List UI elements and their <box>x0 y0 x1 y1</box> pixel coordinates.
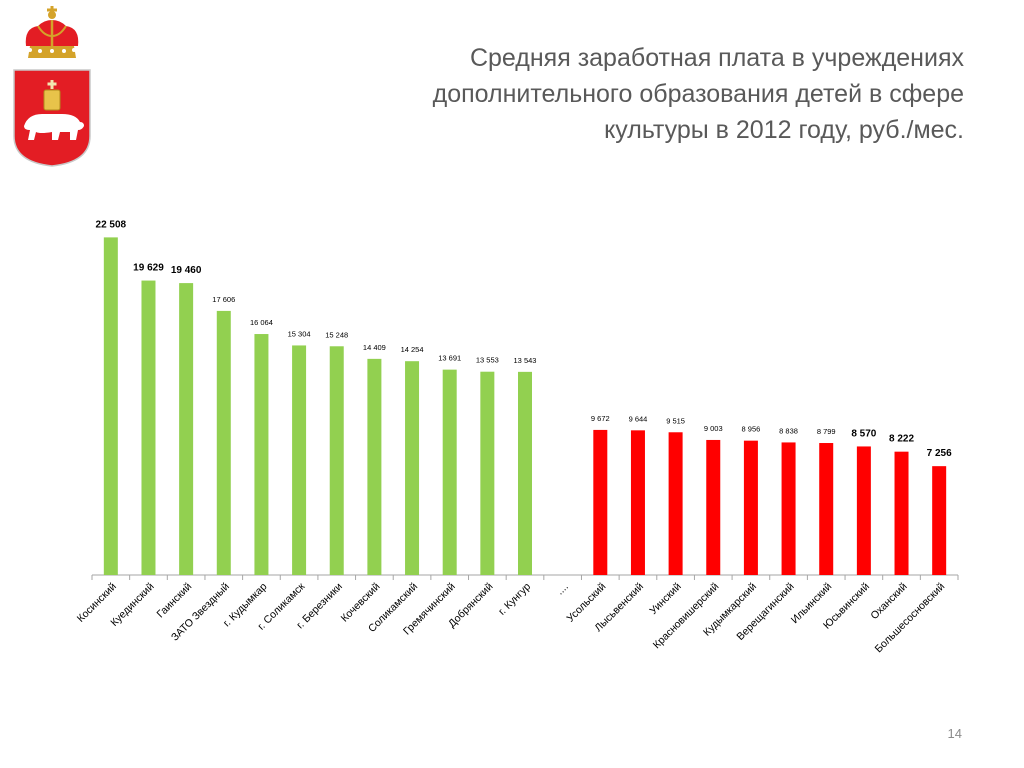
bar <box>894 451 909 575</box>
data-label: 19 460 <box>171 265 202 276</box>
bar <box>141 280 156 575</box>
bar <box>668 432 683 575</box>
data-label: 13 553 <box>476 356 499 365</box>
bar <box>179 283 194 575</box>
bar <box>405 361 420 575</box>
data-label: 8 799 <box>817 427 836 436</box>
data-label: 9 672 <box>591 414 610 423</box>
category-label: Большесосновский <box>873 581 948 656</box>
data-label: 16 064 <box>250 318 273 327</box>
data-label: 9 644 <box>629 414 648 423</box>
data-label: 15 248 <box>325 330 348 339</box>
data-label: 8 838 <box>779 426 798 435</box>
bar <box>518 371 532 575</box>
bar <box>480 371 495 575</box>
bar <box>292 345 307 575</box>
bar <box>367 358 382 575</box>
bar <box>103 237 118 575</box>
data-label: 9 003 <box>704 424 723 433</box>
data-label: 17 606 <box>212 295 235 304</box>
category-label: Красновишерский <box>651 581 722 652</box>
bar <box>593 429 608 575</box>
category-label: г. Кунгур <box>496 581 533 618</box>
category-label: Уинский <box>647 581 683 617</box>
data-label: 9 515 <box>666 416 685 425</box>
data-label: 15 304 <box>288 329 311 338</box>
data-label: 8 570 <box>851 428 876 439</box>
bar <box>442 369 457 575</box>
data-label: 19 629 <box>133 263 164 274</box>
bar <box>856 446 871 575</box>
bar <box>216 310 231 575</box>
data-label: 8 956 <box>742 425 761 434</box>
category-label: .... <box>554 581 571 598</box>
data-label: 13 691 <box>438 354 461 363</box>
bar <box>781 442 796 575</box>
bar <box>630 430 645 575</box>
data-label: 14 254 <box>401 345 424 354</box>
data-label: 7 256 <box>927 448 952 459</box>
salary-bar-chart: 22 508 Косинский 19 629 Куединский 19 460 Гаи… <box>0 200 1024 710</box>
data-label: 13 543 <box>514 356 537 365</box>
data-label: 8 222 <box>889 434 914 445</box>
bar <box>932 466 947 575</box>
bar <box>329 346 344 575</box>
bar <box>743 440 758 575</box>
bar <box>819 443 834 575</box>
coat-of-arms-emblem <box>10 6 94 168</box>
data-label: 22 508 <box>96 219 127 230</box>
slide-title: Средняя заработная плата в учреждениях д… <box>432 44 964 144</box>
bar <box>706 439 721 575</box>
data-label: 14 409 <box>363 343 386 352</box>
page-number: 14 <box>947 726 962 741</box>
bar <box>254 334 269 575</box>
